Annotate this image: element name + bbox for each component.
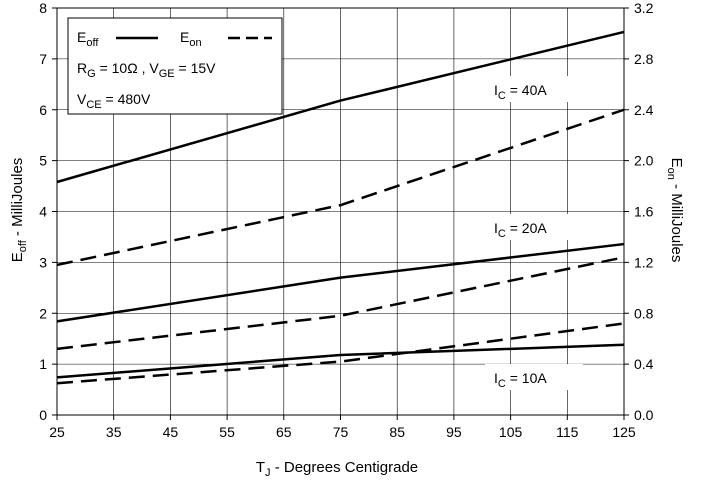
- series-eoff-ic-10a: [56, 343, 625, 379]
- annotation-bg-10a: [485, 364, 583, 390]
- y-right-tick-label-2.4: 2.4: [634, 102, 654, 118]
- x-tick-label-45: 45: [163, 424, 179, 440]
- legend-label-eon: Eon: [180, 29, 202, 49]
- y-right-tick-label-1.6: 1.6: [634, 204, 654, 220]
- x-tick-label-35: 35: [106, 424, 122, 440]
- y-right-tick-label-1.2: 1.2: [634, 254, 654, 270]
- x-tick-label-85: 85: [389, 424, 405, 440]
- series-eoff-ic-40a: [56, 30, 625, 184]
- y-right-tick-label-2.8: 2.8: [634, 51, 654, 67]
- y-left-tick-label-6: 6: [39, 102, 47, 118]
- y-right-tick-label-2.0: 2.0: [634, 153, 654, 169]
- y-right-tick-label-0.0: 0.0: [634, 407, 654, 423]
- legend-conditions-vce: VCE = 480V: [77, 91, 151, 111]
- y-left-tick-label-0: 0: [39, 407, 47, 423]
- x-tick-label-75: 75: [333, 424, 349, 440]
- y-axis-left-title: Eoff - MilliJoules: [9, 158, 29, 263]
- annotation-ic-10a: IC = 10A: [494, 370, 547, 390]
- y-right-tick-label-0.4: 0.4: [634, 356, 654, 372]
- y-axis-right-title: Eon - MilliJoules: [665, 158, 685, 263]
- annotation-bg-40a: [485, 76, 583, 102]
- legend-conditions-rg-vge: RG = 10Ω , VGE = 15V: [77, 60, 216, 80]
- series-layer: [56, 30, 625, 385]
- y-left-tick-label-8: 8: [39, 0, 47, 16]
- y-right-tick-label-3.2: 3.2: [634, 0, 654, 16]
- y-left-tick-label-3: 3: [39, 254, 47, 270]
- y-left-tick-label-5: 5: [39, 153, 47, 169]
- x-tick-label-105: 105: [499, 424, 523, 440]
- annotations: IC = 40A IC = 20A IC = 10A: [485, 76, 583, 390]
- y-left-tick-label-7: 7: [39, 51, 47, 67]
- legend-label-eoff: Eoff: [77, 29, 99, 49]
- series-eon-ic-40a: [56, 108, 625, 267]
- y-right-tick-label-0.8: 0.8: [634, 305, 654, 321]
- x-axis-title: TJ - Degrees Centigrade: [256, 459, 418, 479]
- x-tick-label-65: 65: [276, 424, 292, 440]
- y-left-tick-label-2: 2: [39, 305, 47, 321]
- annotation-ic-40a: IC = 40A: [494, 82, 547, 102]
- x-tick-label-115: 115: [556, 424, 579, 440]
- x-tick-label-95: 95: [446, 424, 462, 440]
- x-tick-label-25: 25: [49, 424, 65, 440]
- x-tick-label-55: 55: [219, 424, 235, 440]
- legend-box: [67, 17, 283, 115]
- annotation-ic-20a: IC = 20A: [494, 220, 547, 240]
- y-left-tick-label-4: 4: [39, 204, 47, 220]
- ticks-layer: 25 35 45 55 65 75 85 95 105 115 1250123456780.00.4…: [39, 0, 653, 440]
- y-left-tick-label-1: 1: [39, 356, 47, 372]
- x-tick-label-125: 125: [612, 424, 636, 440]
- series-eoff-ic-20a: [56, 242, 625, 323]
- annotation-bg-20a: [485, 214, 583, 240]
- legend: Eoff Eon RG = 10Ω , VGE = 15V VCE = 480V: [67, 17, 283, 115]
